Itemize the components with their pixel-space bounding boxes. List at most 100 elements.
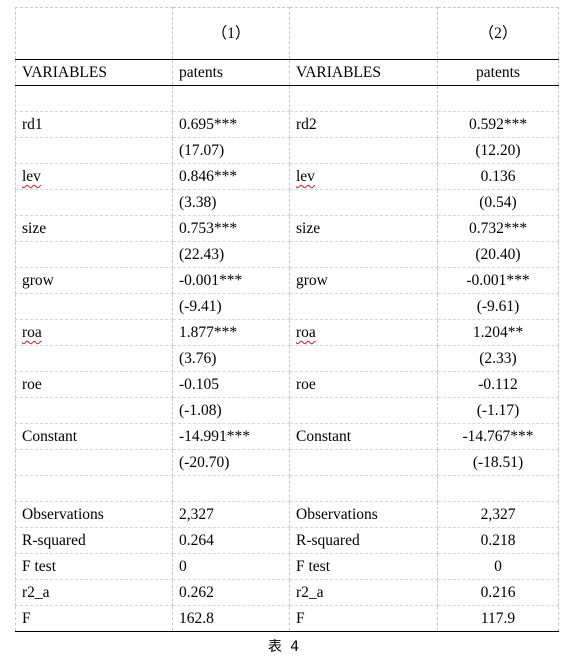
regression-table: （1） （2） VARIABLES patents VARIABLES pate… <box>15 7 559 632</box>
table-row: Observations 2,327 Observations 2,327 <box>15 501 559 528</box>
statistic-value: 2,327 <box>172 501 290 528</box>
t-statistic: (12.20) <box>437 137 559 164</box>
table-row: roe -0.105 roe -0.112 <box>15 371 559 398</box>
coefficient: 0.753*** <box>172 215 290 242</box>
variable-name <box>289 293 438 320</box>
variable-name <box>15 241 173 268</box>
t-statistic: (-18.51) <box>437 449 559 476</box>
dependent-variable-2: patents <box>437 59 559 86</box>
variable-name <box>289 189 438 216</box>
column-number-1: （1） <box>172 7 290 60</box>
spellcheck-underlined-text: roa <box>22 324 42 341</box>
variable-name: roe <box>289 371 438 398</box>
variable-name <box>289 241 438 268</box>
variable-name <box>289 345 438 372</box>
variable-name <box>289 137 438 164</box>
variable-name: Constant <box>289 423 438 450</box>
statistic-name: r2_a <box>15 579 173 606</box>
coefficient: -0.105 <box>172 371 290 398</box>
coefficient: 0.695*** <box>172 111 290 138</box>
variable-name <box>15 189 173 216</box>
t-statistic: (-9.41) <box>172 293 290 320</box>
coefficient: -0.001*** <box>437 267 559 294</box>
variable-name: rd2 <box>289 111 438 138</box>
empty-cell <box>289 7 438 60</box>
spellcheck-underlined-text: roa <box>296 324 316 341</box>
table-row: r2_a 0.262 r2_a 0.216 <box>15 579 559 606</box>
variable-name <box>15 293 173 320</box>
statistic-value: 0.264 <box>172 527 290 554</box>
coefficient: 1.204** <box>437 319 559 346</box>
statistic-name: Observations <box>15 501 173 528</box>
table-row: (3.76) (2.33) <box>15 345 559 372</box>
table-row: (-1.08) (-1.17) <box>15 397 559 424</box>
coefficient: 0.592*** <box>437 111 559 138</box>
statistic-name: F <box>15 605 173 632</box>
coefficient: 0.732*** <box>437 215 559 242</box>
statistic-name: R-squared <box>289 527 438 554</box>
table-row: (3.38) (0.54) <box>15 189 559 216</box>
coefficient: -0.001*** <box>172 267 290 294</box>
statistic-value: 0.262 <box>172 579 290 606</box>
table-row: lev 0.846*** lev 0.136 <box>15 163 559 190</box>
statistic-name: R-squared <box>15 527 173 554</box>
table-row: rd1 0.695*** rd2 0.592*** <box>15 111 559 138</box>
statistic-name: Observations <box>289 501 438 528</box>
statistic-value: 0.218 <box>437 527 559 554</box>
statistic-value: 117.9 <box>437 605 559 632</box>
statistic-name: F <box>289 605 438 632</box>
column-number-2: （2） <box>437 7 559 60</box>
coefficient: -14.991*** <box>172 423 290 450</box>
variable-name <box>15 397 173 424</box>
table-row: (17.07) (12.20) <box>15 137 559 164</box>
coefficient: -0.112 <box>437 371 559 398</box>
t-statistic: (20.40) <box>437 241 559 268</box>
statistic-name: F test <box>15 553 173 580</box>
table-caption: 表 4 <box>267 639 302 655</box>
table-row: (-20.70) (-18.51) <box>15 449 559 476</box>
t-statistic: (-1.08) <box>172 397 290 424</box>
coefficient: 0.136 <box>437 163 559 190</box>
variable-name: lev <box>289 163 438 190</box>
variable-name: lev <box>15 163 173 190</box>
statistic-name: F test <box>289 553 438 580</box>
variables-header-1: VARIABLES <box>15 59 173 86</box>
variable-name <box>15 137 173 164</box>
statistic-value: 0.216 <box>437 579 559 606</box>
table-row: size 0.753*** size 0.732*** <box>15 215 559 242</box>
variable-name <box>289 449 438 476</box>
statistic-value: 0 <box>437 553 559 580</box>
header-row: VARIABLES patents VARIABLES patents <box>15 59 559 86</box>
variable-name: grow <box>289 267 438 294</box>
variable-name: size <box>289 215 438 242</box>
t-statistic: (-1.17) <box>437 397 559 424</box>
variable-name: roa <box>289 319 438 346</box>
t-statistic: (3.38) <box>172 189 290 216</box>
variable-name <box>15 449 173 476</box>
statistic-name: r2_a <box>289 579 438 606</box>
variable-name: Constant <box>15 423 173 450</box>
empty-cell <box>15 7 173 60</box>
variable-name: grow <box>15 267 173 294</box>
variables-header-2: VARIABLES <box>289 59 438 86</box>
t-statistic: (22.43) <box>172 241 290 268</box>
table-row: F 162.8 F 117.9 <box>15 605 559 632</box>
t-statistic: (2.33) <box>437 345 559 372</box>
variable-name <box>289 397 438 424</box>
table-row: grow -0.001*** grow -0.001*** <box>15 267 559 294</box>
spacer-row <box>15 85 559 112</box>
variable-name: roa <box>15 319 173 346</box>
coefficient: -14.767*** <box>437 423 559 450</box>
regression-table-container: （1） （2） VARIABLES patents VARIABLES pate… <box>15 7 559 632</box>
table-row: F test 0 F test 0 <box>15 553 559 580</box>
statistic-value: 2,327 <box>437 501 559 528</box>
t-statistic: (3.76) <box>172 345 290 372</box>
variable-name <box>15 345 173 372</box>
spacer-row <box>15 475 559 502</box>
coefficient: 1.877*** <box>172 319 290 346</box>
coefficient: 0.846*** <box>172 163 290 190</box>
statistic-value: 162.8 <box>172 605 290 632</box>
column-number-row: （1） （2） <box>15 7 559 60</box>
table-row: roa 1.877*** roa 1.204** <box>15 319 559 346</box>
spellcheck-underlined-text: lev <box>296 168 315 185</box>
